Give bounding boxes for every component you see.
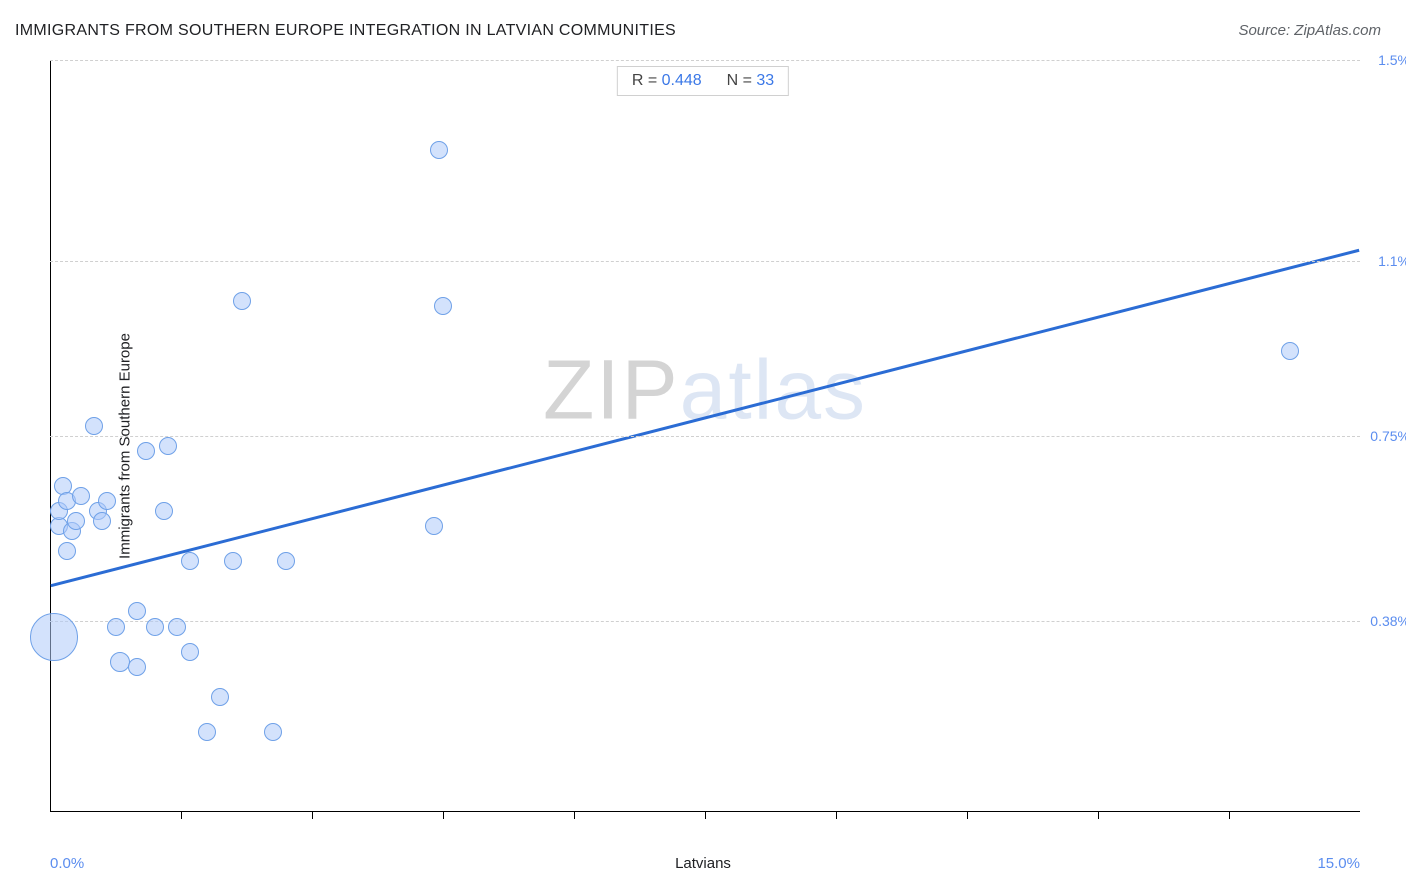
data-point bbox=[85, 417, 103, 435]
r-value: 0.448 bbox=[662, 72, 702, 89]
data-point bbox=[181, 643, 199, 661]
data-point bbox=[277, 552, 295, 570]
x-axis-min: 0.0% bbox=[50, 855, 84, 872]
data-point bbox=[93, 512, 111, 530]
x-tick bbox=[967, 811, 968, 819]
source-attribution: Source: ZipAtlas.com bbox=[1238, 22, 1381, 39]
watermark: ZIPatlas bbox=[543, 342, 867, 439]
x-tick bbox=[836, 811, 837, 819]
data-point bbox=[198, 723, 216, 741]
grid-line bbox=[50, 436, 1360, 437]
data-point bbox=[155, 502, 173, 520]
r-label: R = bbox=[632, 72, 657, 89]
watermark-emph: ZIP bbox=[543, 343, 680, 437]
n-label: N = bbox=[727, 72, 752, 89]
data-point bbox=[58, 542, 76, 560]
data-point bbox=[1281, 342, 1299, 360]
y-tick-label: 0.38% bbox=[1366, 613, 1406, 629]
data-point bbox=[224, 552, 242, 570]
stats-box: R = 0.448 N = 33 bbox=[617, 66, 789, 96]
x-axis-max: 15.0% bbox=[1317, 855, 1360, 872]
data-point bbox=[264, 723, 282, 741]
y-tick-label: 1.1% bbox=[1366, 253, 1406, 269]
grid-line bbox=[50, 60, 1360, 61]
x-tick bbox=[312, 811, 313, 819]
data-point bbox=[107, 618, 125, 636]
y-tick-label: 1.5% bbox=[1366, 52, 1406, 68]
x-tick bbox=[1229, 811, 1230, 819]
data-point bbox=[425, 517, 443, 535]
x-axis-label: Latvians bbox=[675, 855, 731, 872]
grid-line bbox=[50, 261, 1360, 262]
n-value: 33 bbox=[756, 72, 774, 89]
data-point bbox=[128, 658, 146, 676]
data-point bbox=[98, 492, 116, 510]
x-tick bbox=[443, 811, 444, 819]
y-tick-label: 0.75% bbox=[1366, 428, 1406, 444]
chart-title: IMMIGRANTS FROM SOUTHERN EUROPE INTEGRAT… bbox=[15, 22, 676, 40]
data-point bbox=[434, 297, 452, 315]
data-point bbox=[159, 437, 177, 455]
data-point bbox=[181, 552, 199, 570]
data-point bbox=[128, 602, 146, 620]
data-point bbox=[168, 618, 186, 636]
data-point bbox=[110, 652, 130, 672]
x-tick bbox=[1098, 811, 1099, 819]
plot-area: ZIPatlas 0.38%0.75%1.1%1.5% bbox=[50, 60, 1360, 812]
data-point bbox=[72, 487, 90, 505]
x-tick bbox=[181, 811, 182, 819]
data-point bbox=[137, 442, 155, 460]
watermark-rest: atlas bbox=[680, 343, 867, 437]
data-point bbox=[67, 512, 85, 530]
grid-line bbox=[50, 621, 1360, 622]
data-point bbox=[430, 141, 448, 159]
x-tick bbox=[574, 811, 575, 819]
data-point bbox=[146, 618, 164, 636]
x-tick bbox=[705, 811, 706, 819]
data-point bbox=[233, 292, 251, 310]
data-point bbox=[211, 688, 229, 706]
data-point bbox=[30, 613, 78, 661]
